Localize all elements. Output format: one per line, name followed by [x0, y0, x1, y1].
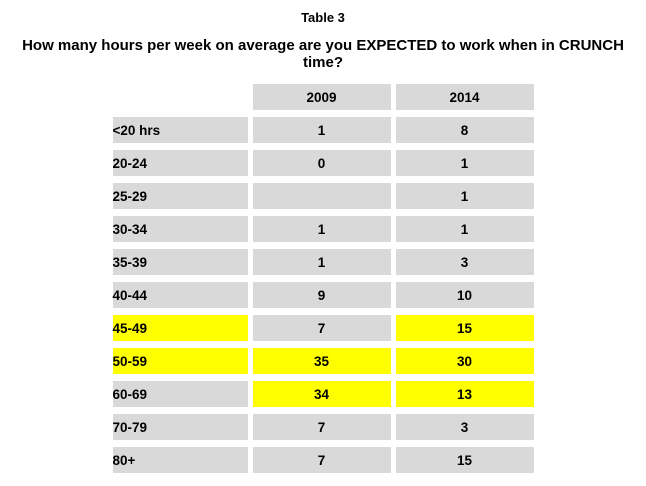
value-2014: 15 — [395, 315, 534, 341]
header-2014: 2014 — [395, 84, 534, 110]
row-label: 60-69 — [112, 381, 248, 407]
table-title: Table 3 — [301, 10, 345, 25]
header-blank-cell — [113, 84, 248, 110]
row-label: 40-44 — [112, 282, 248, 308]
table-row-80plus: 80+ 7 15 — [112, 447, 534, 473]
value-2009: 9 — [252, 282, 391, 308]
value-2009: 1 — [252, 249, 391, 275]
table-row-25-29: 25-29 1 — [112, 183, 534, 209]
table-row-40-44: 40-44 9 10 — [112, 282, 534, 308]
table-row-70-79: 70-79 7 3 — [112, 414, 534, 440]
value-2014: 3 — [395, 414, 534, 440]
header-row: 2009 2014 — [113, 84, 534, 110]
value-2009: 7 — [252, 447, 391, 473]
value-2009: 7 — [252, 414, 391, 440]
value-2014: 30 — [395, 348, 534, 374]
row-label: 50-59 — [112, 348, 248, 374]
table-row-60-69: 60-69 34 13 — [112, 381, 534, 407]
value-2009 — [252, 183, 391, 209]
value-2014: 8 — [395, 117, 534, 143]
table-question: How many hours per week on average are y… — [22, 37, 624, 71]
row-label: 70-79 — [112, 414, 248, 440]
value-2009: 35 — [252, 348, 391, 374]
value-2014: 1 — [395, 183, 534, 209]
value-2009: 1 — [252, 117, 391, 143]
value-2014: 13 — [395, 381, 534, 407]
value-2014: 1 — [395, 150, 534, 176]
row-label: 25-29 — [112, 183, 248, 209]
table-row-35-39: 35-39 1 3 — [112, 249, 534, 275]
value-2014: 1 — [395, 216, 534, 242]
header-2009: 2009 — [252, 84, 391, 110]
row-label: 45-49 — [112, 315, 248, 341]
row-label: 35-39 — [112, 249, 248, 275]
table-row-50-59: 50-59 35 30 — [112, 348, 534, 374]
value-2014: 15 — [395, 447, 534, 473]
table-row-20-24: 20-24 0 1 — [112, 150, 534, 176]
row-label: 80+ — [112, 447, 248, 473]
value-2014: 10 — [395, 282, 534, 308]
value-2009: 7 — [252, 315, 391, 341]
row-label: 20-24 — [112, 150, 248, 176]
value-2009: 1 — [252, 216, 391, 242]
table-row-45-49: 45-49 7 15 — [112, 315, 534, 341]
row-label: <20 hrs — [112, 117, 248, 143]
value-2009: 0 — [252, 150, 391, 176]
row-label: 30-34 — [112, 216, 248, 242]
value-2014: 3 — [395, 249, 534, 275]
table-row-30-34: 30-34 1 1 — [112, 216, 534, 242]
crunch-hours-table: 2009 2014 <20 hrs 1 8 20-24 0 1 25-29 1 … — [108, 77, 539, 480]
table-row-under20: <20 hrs 1 8 — [112, 117, 534, 143]
value-2009: 34 — [252, 381, 391, 407]
